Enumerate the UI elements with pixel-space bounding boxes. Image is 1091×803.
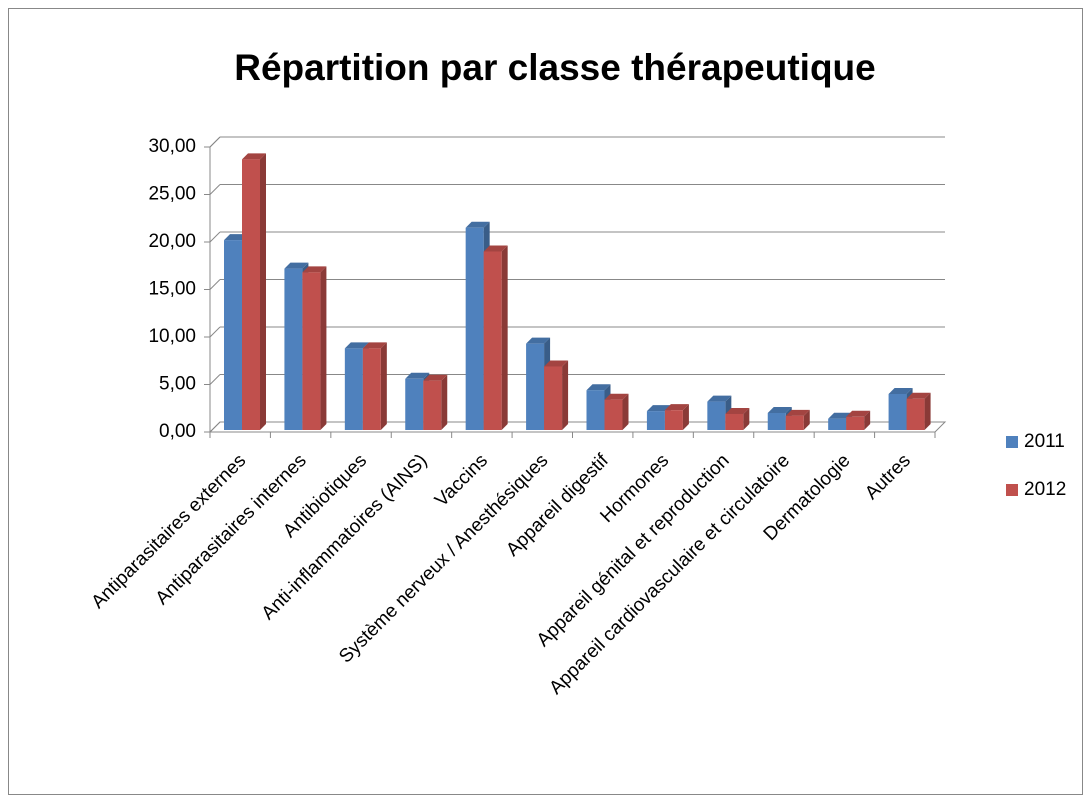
grid-line xyxy=(209,184,221,195)
bar-front xyxy=(586,390,605,430)
bar-top xyxy=(423,374,448,381)
bar-front xyxy=(344,348,363,430)
bar-top xyxy=(405,372,430,379)
bar-top xyxy=(465,221,490,228)
bar xyxy=(483,245,508,430)
bar-top xyxy=(906,392,931,399)
y-tick-label: 10,00 xyxy=(148,326,196,347)
bar-top xyxy=(302,266,327,273)
legend-swatch xyxy=(1006,484,1018,496)
bar-top xyxy=(344,342,369,349)
bar-top xyxy=(284,262,309,269)
bar-front xyxy=(465,227,484,430)
bar xyxy=(423,374,448,430)
bar-top xyxy=(767,407,792,413)
y-tick-label: 25,00 xyxy=(148,184,196,205)
grid-line xyxy=(209,326,221,338)
bar-front xyxy=(544,366,563,430)
bar-side xyxy=(320,266,327,430)
bar-front xyxy=(224,240,242,430)
bar-top xyxy=(646,405,671,412)
bar-side xyxy=(441,374,448,430)
bar-top xyxy=(664,404,689,411)
bar-top xyxy=(846,410,871,417)
legend-swatch xyxy=(1006,436,1018,448)
bar-front xyxy=(906,398,925,430)
bar xyxy=(846,410,871,430)
grid-line xyxy=(209,279,221,290)
bar-front xyxy=(646,411,665,430)
bar-top xyxy=(707,395,732,402)
grid-line xyxy=(209,231,221,243)
bar-side xyxy=(622,393,629,430)
bar-front xyxy=(526,343,545,430)
bar-side xyxy=(682,404,689,430)
bar xyxy=(544,360,569,430)
legend-label: 2012 xyxy=(1024,479,1066,500)
bar-front xyxy=(846,416,865,430)
grid-line xyxy=(209,421,221,433)
bar xyxy=(362,342,387,430)
bar-top xyxy=(586,384,611,391)
bar-front xyxy=(405,378,424,430)
bar xyxy=(242,153,266,430)
bar-front xyxy=(423,380,442,430)
bar xyxy=(604,393,629,430)
bar-front xyxy=(828,418,847,430)
y-tick-label: 30,00 xyxy=(148,136,196,157)
bar-side xyxy=(260,153,266,430)
bar-front xyxy=(362,348,381,430)
grid-line xyxy=(209,136,221,148)
bar-top xyxy=(526,337,551,344)
y-tick-label: 20,00 xyxy=(148,231,196,252)
bar-side xyxy=(380,342,387,430)
bar-front xyxy=(725,413,744,430)
bar-front xyxy=(483,251,502,430)
bar-side xyxy=(501,245,508,430)
chart-title: Répartition par classe thérapeutique xyxy=(234,47,876,88)
grid-line xyxy=(209,374,221,385)
legend-label: 2011 xyxy=(1024,431,1065,452)
bar xyxy=(302,266,327,430)
bar-top xyxy=(483,245,508,252)
bar xyxy=(785,409,810,430)
y-tick-label: 15,00 xyxy=(148,279,196,300)
bar-front xyxy=(284,268,303,430)
bar-front xyxy=(302,272,321,430)
bar-side xyxy=(562,360,569,430)
bar-front xyxy=(785,415,804,430)
bar-front xyxy=(888,394,907,430)
bar-front xyxy=(604,399,623,430)
bar-side xyxy=(803,409,810,430)
bar xyxy=(906,392,931,430)
bar-side xyxy=(743,407,750,430)
bar-top xyxy=(785,409,810,416)
bar-side xyxy=(864,410,871,430)
bar-front xyxy=(767,413,786,430)
y-tick-label: 5,00 xyxy=(159,374,196,395)
bar-top xyxy=(242,153,266,160)
bar-top xyxy=(725,407,750,414)
bar-top xyxy=(604,393,629,400)
bar-top xyxy=(362,342,387,349)
bar-front xyxy=(707,401,726,430)
y-tick-label: 0,00 xyxy=(159,421,196,442)
bar-front xyxy=(242,159,260,430)
bar xyxy=(725,407,750,430)
bar xyxy=(664,404,689,430)
bar-top xyxy=(544,360,569,367)
bar-side xyxy=(924,392,931,430)
bar-top xyxy=(888,388,913,394)
bar-front xyxy=(664,410,683,430)
